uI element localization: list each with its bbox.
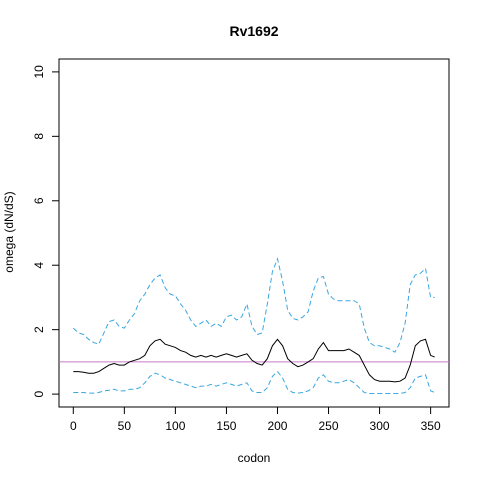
mean-omega-line: [73, 338, 435, 383]
y-tick-label: 2: [32, 326, 46, 333]
x-tick-label: 100: [165, 419, 185, 433]
plot-frame: [58, 58, 450, 408]
y-axis-label: omega (dN/dS): [2, 191, 16, 272]
x-tick-label: 250: [319, 419, 339, 433]
x-tick-label: 350: [421, 419, 441, 433]
x-tick-label: 150: [216, 419, 236, 433]
x-tick-label: 0: [70, 419, 77, 433]
upper-bound-line: [72, 257, 435, 353]
y-tick-label: 8: [32, 133, 46, 140]
y-tick-label: 0: [32, 390, 46, 397]
x-tick-label: 300: [370, 419, 390, 433]
y-tick-label: 10: [32, 65, 46, 79]
y-tick-label: 6: [32, 197, 46, 204]
lower-bound-line: [73, 370, 435, 394]
y-tick-label: 4: [32, 262, 46, 269]
x-tick-label: 50: [118, 419, 132, 433]
plot-area: 0 50 100 150 200 250 300 350 0 2 4 6 8 10: [32, 58, 450, 433]
chart-title: Rv1692: [229, 23, 278, 39]
x-tick-label: 200: [267, 419, 287, 433]
x-axis-label: codon: [238, 451, 271, 465]
